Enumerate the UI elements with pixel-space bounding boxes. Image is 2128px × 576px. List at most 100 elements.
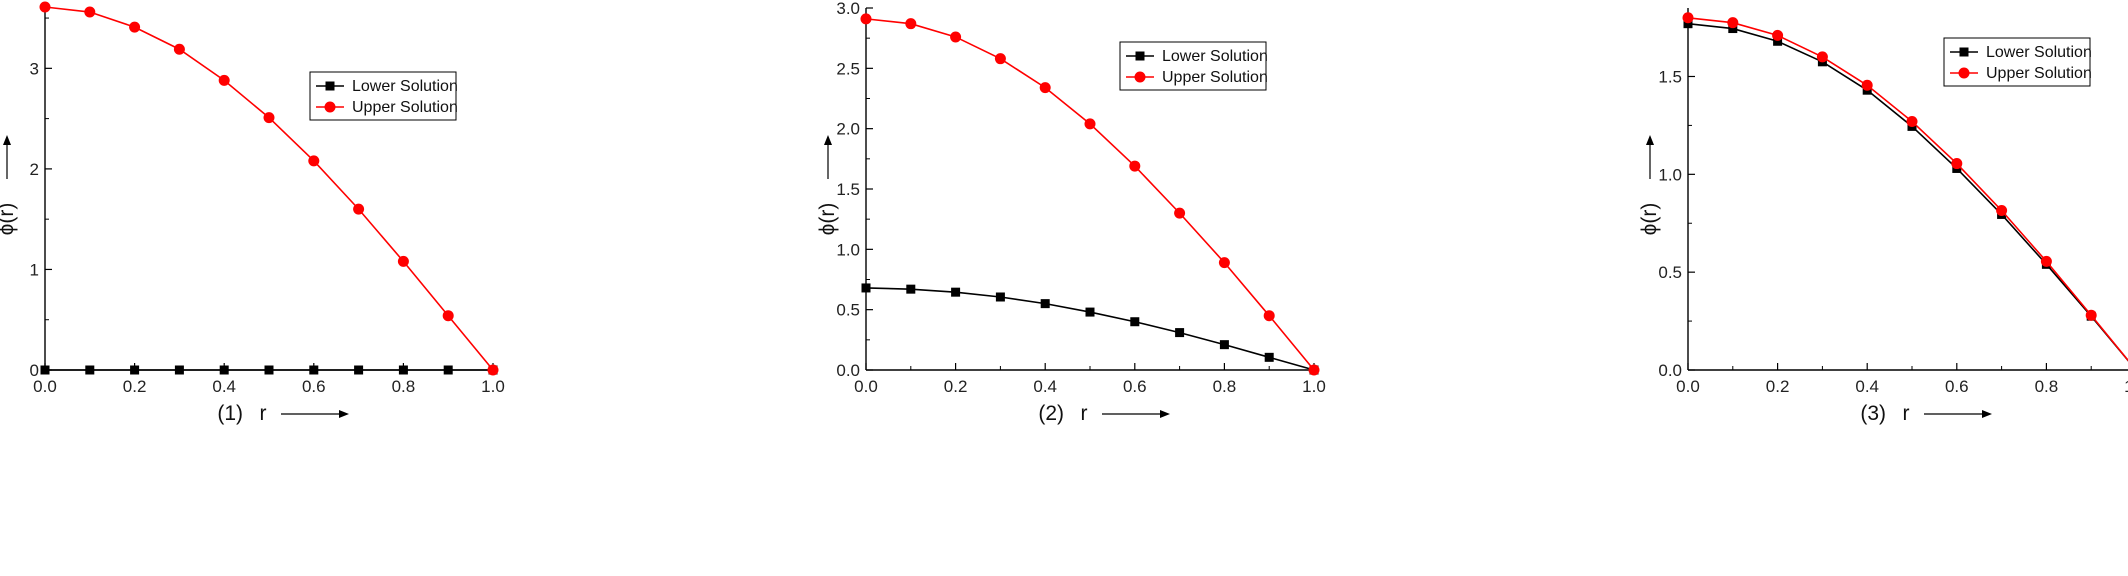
- series-line: [865, 287, 1315, 371]
- series-line: [44, 6, 494, 371]
- y-tick-label: 2.0: [836, 120, 860, 139]
- data-point: [860, 13, 872, 25]
- x-arrow-icon: [281, 410, 349, 418]
- x-tick-label: 1.0: [1302, 377, 1326, 396]
- data-point: [309, 365, 319, 375]
- y-axis-label: ϕ(r): [0, 203, 18, 236]
- x-tick-label: 0.8: [1213, 377, 1237, 396]
- data-point: [398, 365, 408, 375]
- data-point: [129, 21, 141, 33]
- data-point: [1906, 115, 1918, 127]
- y-tick-label: 1: [30, 260, 39, 279]
- data-point: [861, 283, 871, 293]
- legend-box: [309, 71, 457, 121]
- data-point: [1772, 29, 1784, 41]
- data-point: [40, 365, 50, 375]
- chart-svg-1: 0.0 0.2 0.4 0.6 0.8 1.0 0 1 2 3 Lower Solution Uppe…: [0, 1, 505, 425]
- data-point: [39, 1, 51, 13]
- data-point: [308, 155, 320, 167]
- legend-label: Lower Solution: [352, 78, 458, 95]
- x-axis-label: r: [260, 402, 267, 425]
- data-point: [442, 310, 454, 322]
- legend-label: Upper Solution: [1162, 69, 1268, 86]
- data-point: [174, 365, 184, 375]
- x-tick-label: 0.2: [1766, 377, 1790, 396]
- y-axis-label: ϕ(r): [1638, 203, 1661, 236]
- data-point: [995, 292, 1005, 302]
- data-point: [1040, 299, 1050, 309]
- legend-swatch-marker: [324, 101, 336, 113]
- x-tick-label: 0.4: [1855, 377, 1879, 396]
- data-point: [1218, 257, 1230, 269]
- series-upper-solution: [860, 13, 1320, 376]
- series-lower-solution: [40, 365, 498, 375]
- data-point: [218, 74, 230, 86]
- y-arrow-icon: [3, 135, 11, 179]
- chart-panel-3: 0.0 0.2 0.4 0.6 0.8 1.0 0.0 0.5 1.0 1.5 Lower Solu…: [1418, 0, 2128, 576]
- data-point: [1039, 82, 1051, 94]
- legend-swatch-marker: [1958, 67, 1970, 79]
- x-tick-label: 0.6: [302, 377, 326, 396]
- x-tick-label: 1.0: [481, 377, 505, 396]
- data-point: [1084, 118, 1096, 130]
- data-point: [1175, 328, 1185, 338]
- chart-panel-2: 0.0 0.2 0.4 0.6 0.8 1.0 0.0 0.5 1.0 1.5 2.0 2.5 3.0 L…: [709, 0, 1418, 576]
- series-upper-solution: [1682, 12, 2128, 362]
- legend: Lower Solution Upper Solution: [1943, 37, 2092, 87]
- data-point: [1129, 160, 1141, 172]
- data-point: [2085, 309, 2097, 321]
- y-tick-label: 2: [30, 160, 39, 179]
- y-tick-label: 0.0: [836, 361, 860, 380]
- legend: Lower Solution Upper Solution: [1119, 41, 1268, 91]
- data-point: [1773, 36, 1783, 46]
- legend-box: [1943, 37, 2091, 87]
- y-tick-label: 1.5: [836, 180, 860, 199]
- x-axis-label: r: [1081, 402, 1088, 425]
- data-point: [1682, 12, 1694, 24]
- panel-label: (2): [1038, 402, 1064, 425]
- y-arrow-head: [3, 135, 11, 145]
- x-tick-label: 0.0: [1676, 377, 1700, 396]
- data-point: [1219, 340, 1229, 350]
- x-arrow-icon: [1102, 410, 1170, 418]
- x-arrow-head: [339, 410, 349, 418]
- y-tick-label: 2.5: [836, 59, 860, 78]
- x-tick-label: 0.4: [1033, 377, 1057, 396]
- legend-label: Lower Solution: [1986, 44, 2092, 61]
- legend-label: Lower Solution: [1162, 48, 1268, 65]
- x-arrow-icon: [1924, 410, 1992, 418]
- y-tick-label: 0.5: [1658, 263, 1682, 282]
- panel-label: (1): [217, 402, 243, 425]
- data-point: [130, 365, 140, 375]
- legend: Lower Solution Upper Solution: [309, 71, 458, 121]
- y-tick-label: 1.5: [1658, 67, 1682, 86]
- legend-swatch-marker: [325, 81, 335, 91]
- data-point: [1174, 207, 1186, 219]
- data-point: [1861, 79, 1873, 91]
- x-tick-label: 0.0: [33, 377, 57, 396]
- series-lower-solution: [861, 283, 1319, 375]
- y-tick-label: 0.5: [836, 301, 860, 320]
- y-arrow-head: [824, 135, 832, 145]
- data-point: [1816, 51, 1828, 63]
- x-tick-label: 0.4: [212, 377, 236, 396]
- data-point: [219, 365, 229, 375]
- data-point: [84, 6, 96, 18]
- data-point: [85, 365, 95, 375]
- x-tick-label: 0.8: [2035, 377, 2059, 396]
- data-point: [264, 365, 274, 375]
- data-point: [2040, 255, 2052, 267]
- x-arrow-head: [1160, 410, 1170, 418]
- data-point: [950, 31, 962, 43]
- data-point: [353, 203, 365, 215]
- data-point: [1728, 24, 1738, 34]
- data-point: [397, 255, 409, 267]
- data-point: [1264, 352, 1274, 362]
- y-tick-label: 1.0: [836, 240, 860, 259]
- data-point: [1308, 364, 1320, 376]
- data-point: [951, 287, 961, 297]
- y-arrow-head: [1646, 135, 1654, 145]
- legend-box: [1119, 41, 1267, 91]
- series-upper-solution: [39, 1, 499, 376]
- x-arrow-head: [1982, 410, 1992, 418]
